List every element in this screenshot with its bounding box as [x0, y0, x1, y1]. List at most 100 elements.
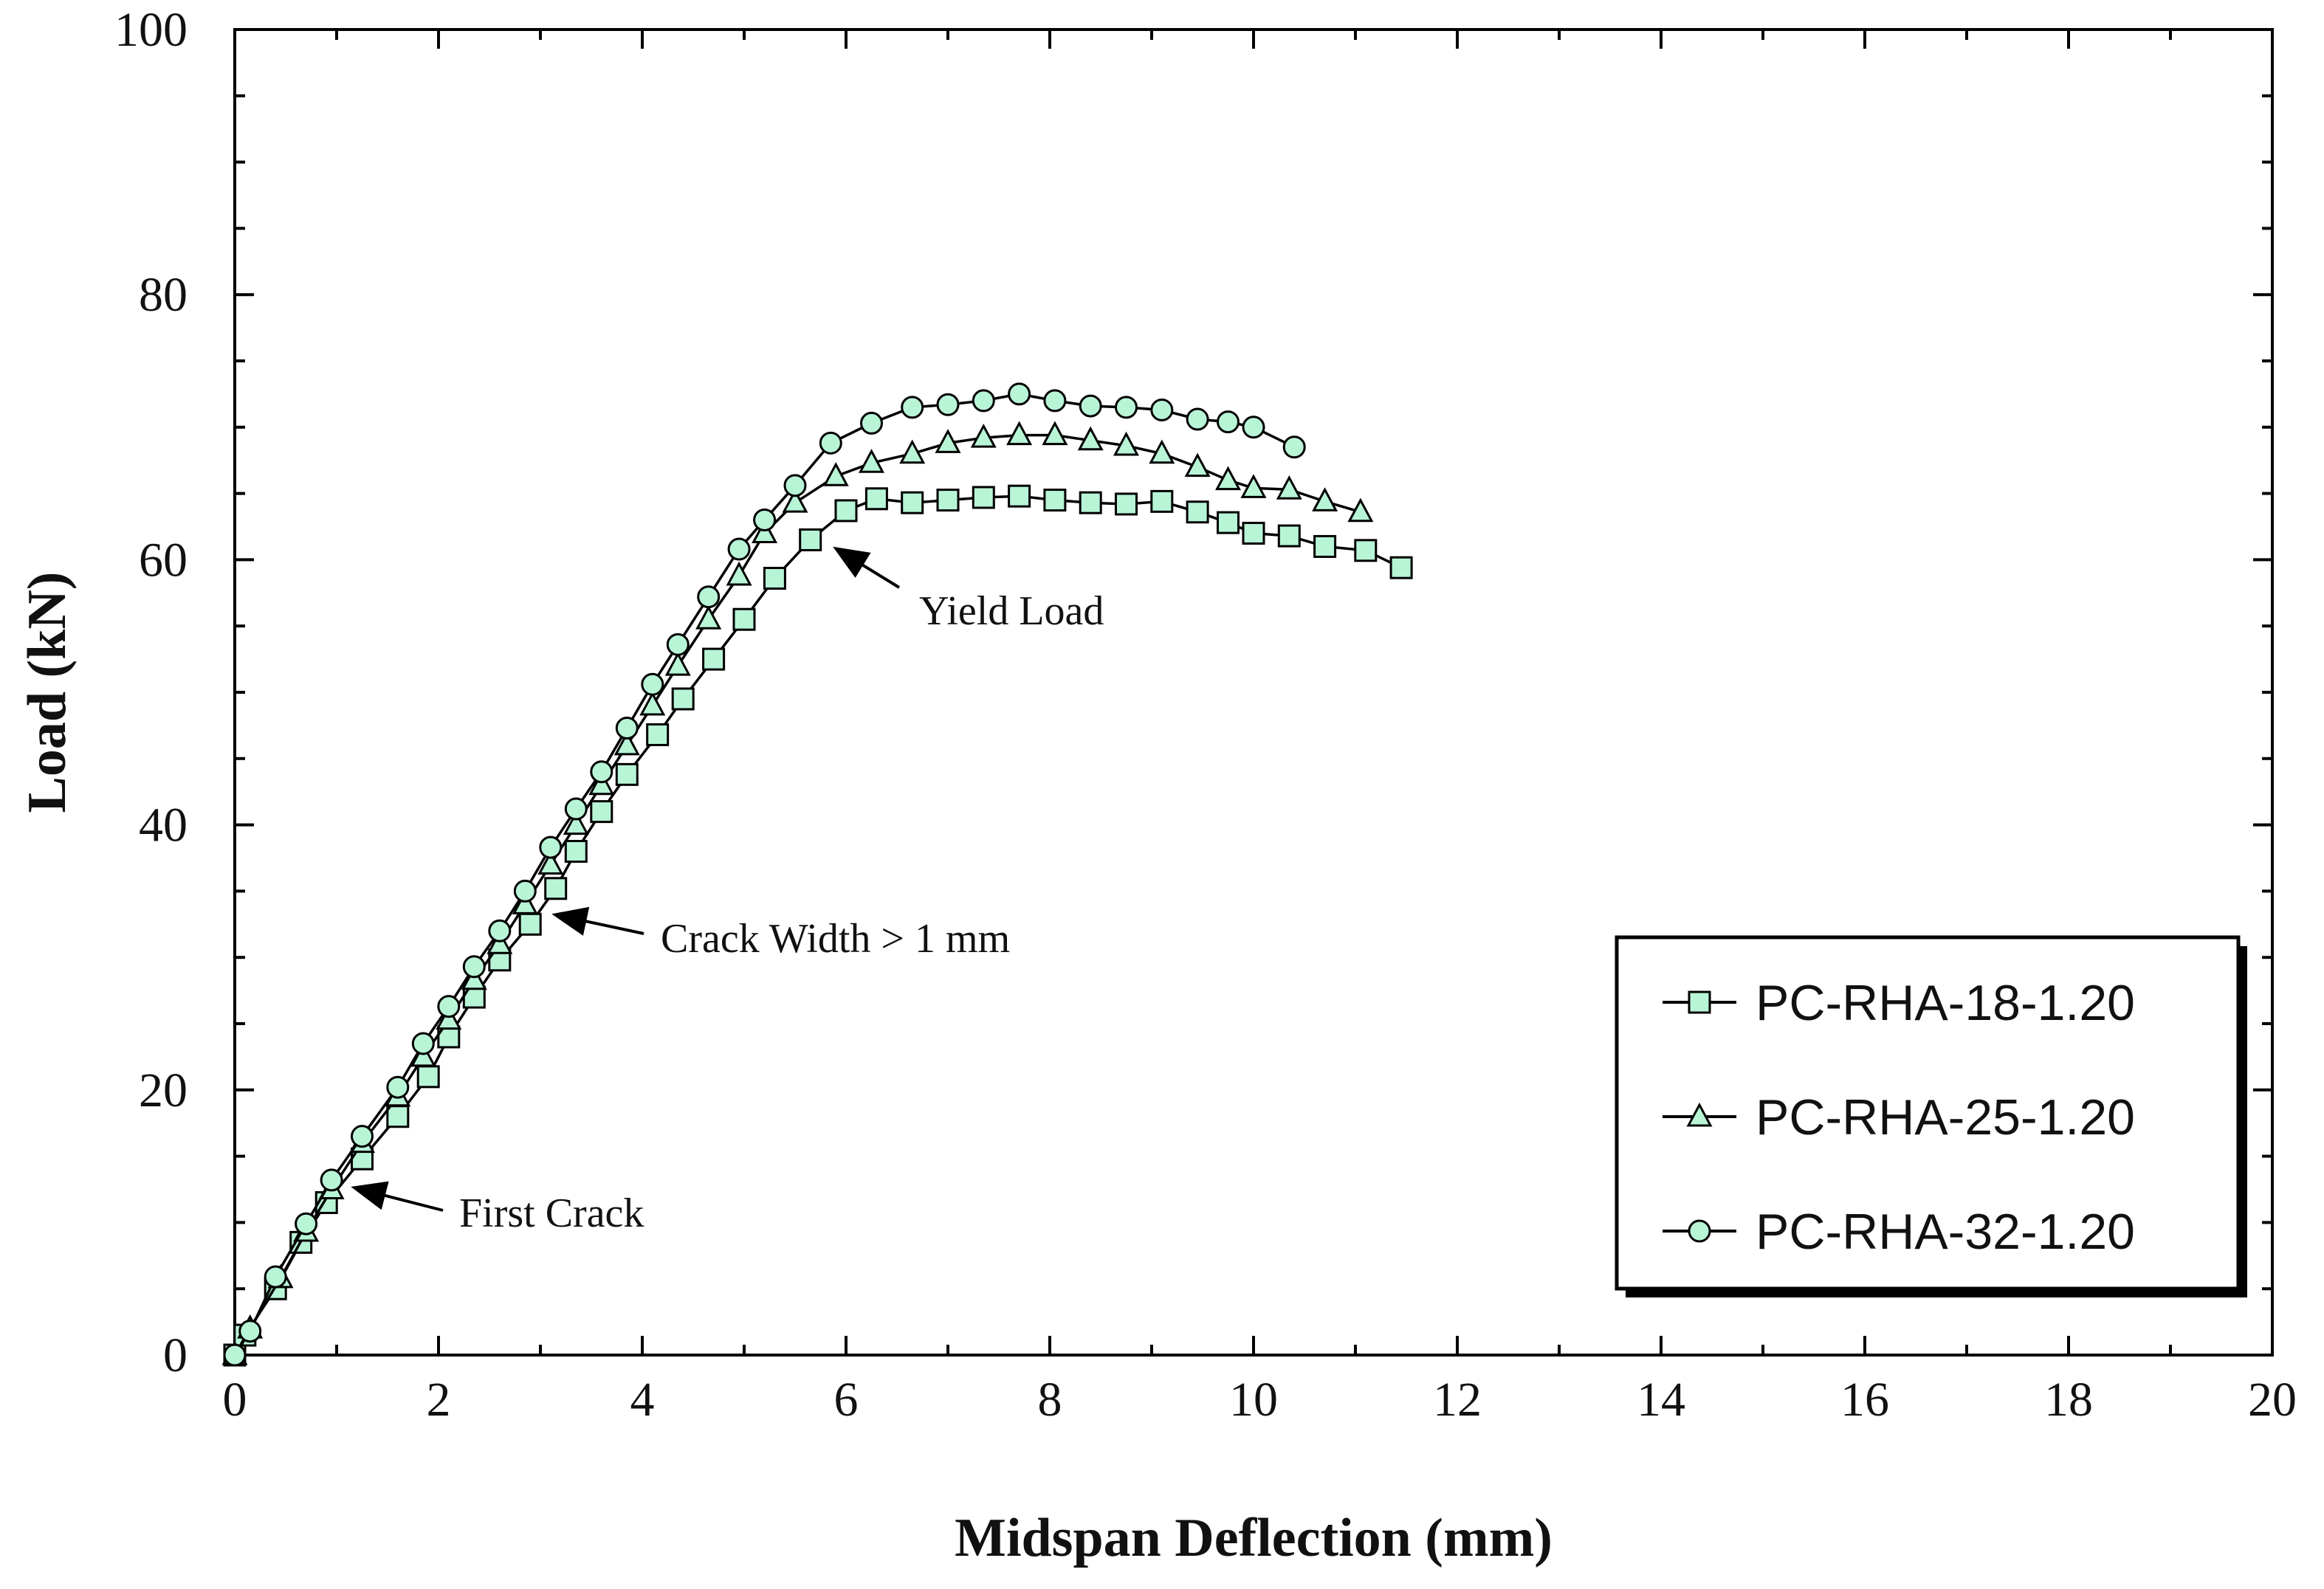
- data-point-square: [590, 800, 613, 824]
- legend-marker-triangle: [1686, 1102, 1713, 1127]
- legend-marker-square: [1688, 990, 1711, 1014]
- data-point-square: [834, 499, 858, 523]
- data-point-square: [1079, 491, 1102, 514]
- x-tick-labels: 0 2 4 6 8 10 12 14 16 18 20: [223, 1373, 2297, 1427]
- annotations: First Crack Crack Width > 1 mm Yield Loa…: [351, 546, 1104, 1236]
- data-point-triangle: [970, 423, 997, 448]
- data-point-triangle: [726, 561, 752, 586]
- data-point-circle: [264, 1265, 287, 1289]
- data-point-circle: [901, 396, 924, 419]
- data-point-triangle: [822, 462, 849, 486]
- data-point-square: [799, 528, 822, 551]
- data-point-square: [936, 489, 960, 512]
- data-point-circle: [819, 431, 842, 455]
- data-point-square: [864, 487, 888, 511]
- data-point-circle: [411, 1032, 435, 1055]
- y-tick-label: 20: [139, 1064, 188, 1117]
- annotation-arrow-first-crack: [351, 1181, 444, 1212]
- data-point-triangle: [935, 429, 961, 453]
- data-point-square: [1354, 539, 1378, 562]
- x-tick-label: 18: [2044, 1373, 2093, 1427]
- x-tick-label: 20: [2248, 1373, 2297, 1427]
- legend-label: PC-RHA-18-1.20: [1756, 975, 2135, 1031]
- y-tick-label: 60: [139, 533, 188, 587]
- legend-label: PC-RHA-32-1.20: [1756, 1204, 2135, 1260]
- data-point-circle: [386, 1075, 410, 1099]
- data-point-triangle: [588, 771, 615, 796]
- data-point-circle: [1079, 394, 1102, 418]
- data-point-circle: [320, 1168, 343, 1192]
- x-tick-label: 10: [1229, 1373, 1278, 1427]
- data-point-triangle: [899, 439, 926, 464]
- data-point-circle: [1282, 435, 1306, 459]
- data-point-square: [1242, 521, 1265, 545]
- data-point-square: [544, 877, 568, 900]
- data-point-square: [1150, 489, 1174, 513]
- data-point-circle: [513, 879, 537, 903]
- series-PC-RHA-32-1.20: [223, 382, 1306, 1367]
- data-point-circle: [641, 672, 664, 696]
- data-point-triangle: [695, 605, 722, 630]
- data-point-square: [1043, 489, 1067, 512]
- y-tick-label: 80: [139, 268, 188, 322]
- data-point-triangle: [487, 930, 513, 954]
- data-point-circle: [753, 509, 777, 532]
- legend-marker-circle: [1688, 1219, 1711, 1243]
- data-point-triangle: [537, 850, 564, 875]
- data-point-triangle: [563, 810, 589, 835]
- data-point-circle: [590, 760, 613, 784]
- data-point-square: [615, 762, 639, 786]
- data-point-circle: [1115, 396, 1138, 419]
- data-point-square: [671, 687, 695, 711]
- data-point-circle: [1242, 416, 1265, 439]
- x-tick-label: 0: [223, 1373, 247, 1427]
- annotation-arrow-crack-width: [551, 906, 644, 936]
- data-point-circle: [295, 1212, 318, 1235]
- data-point-triangle: [1240, 474, 1267, 498]
- data-point-circle: [351, 1125, 374, 1148]
- data-point-circle: [783, 474, 807, 497]
- data-point-triangle: [1149, 439, 1175, 464]
- data-point-square: [972, 486, 995, 509]
- data-point-triangle: [782, 488, 808, 513]
- data-point-circle: [1217, 410, 1240, 434]
- data-point-triangle: [1042, 421, 1068, 446]
- data-point-triangle: [639, 691, 666, 716]
- series-line: [233, 433, 1361, 1356]
- data-point-square: [518, 912, 542, 936]
- x-tick-label: 4: [630, 1373, 655, 1427]
- data-point-square: [1115, 492, 1138, 516]
- data-point-circle: [860, 411, 883, 435]
- data-point-circle: [1043, 389, 1067, 413]
- data-point-triangle: [1347, 497, 1374, 523]
- x-tick-label: 12: [1433, 1373, 1482, 1427]
- data-point-square: [1217, 511, 1240, 534]
- data-point-square: [732, 607, 756, 631]
- data-point-triangle: [461, 965, 487, 990]
- data-point-square: [646, 723, 670, 746]
- data-point-triangle: [1276, 475, 1302, 500]
- data-point-triangle: [664, 651, 691, 676]
- x-tick-label: 6: [834, 1373, 859, 1427]
- data-point-square: [1008, 484, 1031, 508]
- data-point-circle: [1150, 398, 1174, 421]
- annotation-yield-load: Yield Load: [919, 588, 1104, 634]
- data-point-circle: [539, 835, 563, 859]
- data-point-circle: [462, 955, 486, 979]
- data-point-circle: [564, 797, 588, 821]
- annotation-first-crack: First Crack: [459, 1190, 644, 1236]
- data-point-circle: [972, 389, 995, 413]
- y-tick-label: 40: [139, 799, 188, 852]
- data-point-triangle: [858, 449, 885, 473]
- data-point-triangle: [1077, 426, 1104, 451]
- y-tick-label: 100: [114, 3, 188, 57]
- data-point-circle: [238, 1320, 262, 1343]
- data-point-triangle: [512, 890, 538, 914]
- data-point-triangle: [1312, 487, 1338, 511]
- data-point-circle: [615, 716, 639, 740]
- data-point-circle: [488, 919, 512, 942]
- data-point-circle: [666, 633, 690, 656]
- annotation-crack-width: Crack Width > 1 mm: [661, 916, 1010, 962]
- data-point-square: [564, 840, 588, 864]
- legend-label: PC-RHA-25-1.20: [1756, 1089, 2135, 1145]
